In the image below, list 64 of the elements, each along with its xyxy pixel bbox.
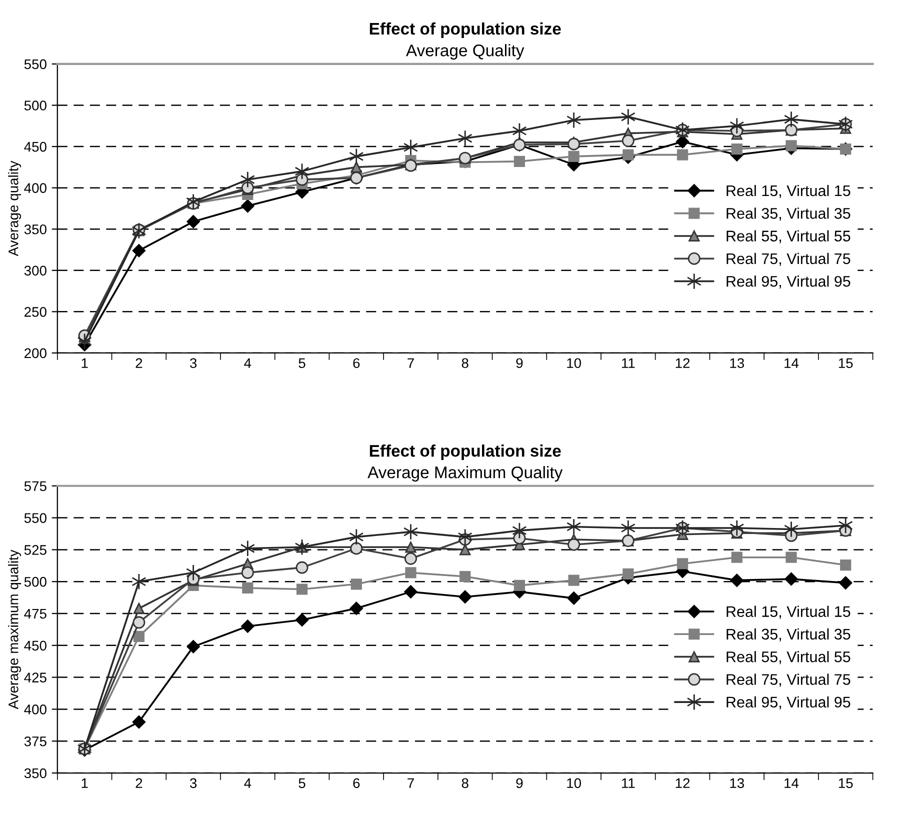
x-tick-label: 4 [244,778,252,788]
x-tick-label: 13 [730,778,744,788]
x-tick-label: 6 [353,778,360,788]
y-tick-label: 475 [24,608,46,619]
legend-label: Real 35, Virtual 35 [726,208,850,221]
y-tick-label: 450 [24,640,46,651]
x-tick-label: 10 [567,778,581,788]
x-tick-label: 9 [516,778,523,788]
y-tick-label: 425 [24,672,46,682]
y-tick-label: 350 [24,768,46,778]
y-tick-label: 500 [24,100,46,110]
legend-label: Real 75, Virtual 75 [726,674,850,687]
x-tick-label: 8 [462,778,468,788]
y-tick-label: 375 [24,736,46,746]
legend-label: Real 35, Virtual 35 [726,628,850,642]
x-tick-label: 15 [838,778,853,788]
y-tick-label: 500 [24,576,46,587]
x-tick-label: 8 [462,358,468,368]
y-tick-label: 350 [24,224,46,234]
x-tick-label: 3 [190,778,197,788]
legend-label: Real 75, Virtual 75 [726,252,850,266]
x-tick-label: 13 [730,358,744,368]
x-tick-label: 1 [82,358,88,368]
y-tick-label: 575 [24,481,46,492]
x-tick-label: 3 [190,358,197,368]
x-tick-label: 1 [82,778,88,788]
x-tick-label: 7 [408,778,414,788]
x-tick-label: 12 [676,778,690,788]
y-tick-label: 550 [24,513,46,523]
x-tick-label: 5 [298,358,306,368]
x-tick-label: 6 [353,358,360,368]
y-tick-label: 250 [24,307,46,317]
x-tick-label: 10 [567,358,581,368]
legend-label: Real 15, Virtual 15 [726,606,850,619]
x-tick-label: 11 [622,358,635,368]
x-tick-label: 12 [676,358,690,368]
x-tick-label: 7 [408,358,414,368]
chart-title: Effect of population size [370,22,561,38]
chart-subtitle: Average Maximum Quality [368,466,563,482]
chart-title: Effect of population size [370,444,561,460]
x-tick-label: 11 [622,778,635,788]
x-tick-label: 9 [516,358,523,368]
x-tick-label: 14 [784,778,799,788]
y-tick-label: 200 [24,348,46,358]
chart-subtitle: Average Quality [406,44,524,60]
x-tick-label: 14 [784,358,799,368]
legend-label: Real 15, Virtual 15 [726,184,850,198]
y-axis-title: Average quality [8,160,22,256]
legend-label: Real 55, Virtual 55 [726,651,850,664]
x-tick-label: 5 [298,778,306,788]
x-tick-label: 15 [838,358,853,368]
y-tick-label: 450 [24,142,46,152]
legend-label: Real 95, Virtual 95 [726,276,850,289]
x-tick-label: 2 [136,358,142,368]
y-tick-label: 400 [24,704,46,714]
y-tick-label: 400 [24,183,46,193]
y-axis-title: Average maximum quality [8,550,22,710]
y-tick-label: 550 [24,59,46,70]
legend-label: Real 55, Virtual 55 [726,230,850,244]
legend-label: Real 95, Virtual 95 [726,696,850,710]
x-tick-label: 4 [244,358,252,368]
y-tick-label: 300 [24,266,46,276]
x-tick-label: 2 [136,778,142,788]
y-tick-label: 525 [24,545,46,555]
